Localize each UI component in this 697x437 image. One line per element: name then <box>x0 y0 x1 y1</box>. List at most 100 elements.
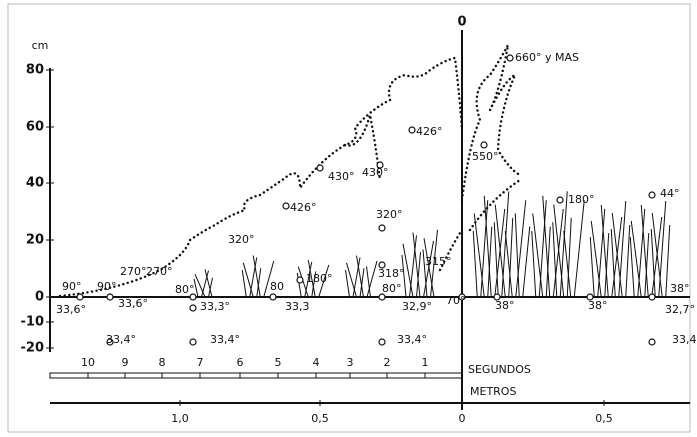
temperature-label: 90° <box>62 280 82 293</box>
time-tick-label: 2 <box>384 356 391 369</box>
temperature-label: 33,3 <box>285 300 310 313</box>
grass-blade <box>502 191 509 297</box>
temperature-label: 32,7° <box>665 303 695 316</box>
page: {"y_axis":{"unit":"cm","ticks":["80","60… <box>0 0 697 437</box>
y-tick-label: -20 <box>21 341 45 356</box>
grass-blade <box>659 201 666 297</box>
y-tick-label: -10 <box>21 315 45 330</box>
grass-blade <box>410 235 417 297</box>
temperature-label: 80 <box>270 280 284 293</box>
temperature-label: 33,4° <box>397 333 427 346</box>
time-label: SEGUNDOS <box>468 363 531 376</box>
flame-front <box>60 58 462 296</box>
temperature-label: 80° <box>175 283 195 296</box>
grass-blade <box>590 237 594 297</box>
measure-point <box>507 55 513 61</box>
y-tick-label: 0 <box>35 290 44 305</box>
measure-point <box>297 277 303 283</box>
temperature-label: 270° <box>146 265 173 278</box>
temperature-label: 38° <box>495 299 515 312</box>
grass-blade <box>243 263 253 297</box>
measure-point <box>557 197 563 203</box>
distance-tick-label: 0 <box>459 412 466 425</box>
measure-point <box>379 225 385 231</box>
distance-tick-label: 1,0 <box>171 412 189 425</box>
temperature-label: 426° <box>290 201 317 214</box>
time-tick-label: 5 <box>275 356 282 369</box>
grass-blade <box>630 237 634 297</box>
grass-blade <box>626 225 630 297</box>
origin-label: 0 <box>457 15 466 30</box>
annotations: 90°33,6°90°33,6°270°270°80°33,3°320°8033… <box>56 51 697 346</box>
y-tick-label: 80 <box>26 63 44 78</box>
measure-point <box>409 127 415 133</box>
grass-blade <box>598 209 605 297</box>
grass-blade <box>591 221 601 297</box>
temperature-label: 430° <box>362 166 389 179</box>
time-tick-label: 10 <box>81 356 95 369</box>
grass-blade <box>539 200 546 297</box>
temperature-label: 180° <box>568 193 595 206</box>
grass-blade <box>250 257 257 297</box>
y-tick-label: 60 <box>26 120 44 135</box>
temperature-label: 180° <box>306 272 333 285</box>
grass-blade <box>631 221 641 297</box>
measure-point <box>649 192 655 198</box>
time-tick-label: 1 <box>422 356 429 369</box>
time-tick-label: 6 <box>237 356 244 369</box>
temperature-label: 33,4° <box>672 333 697 346</box>
measure-point <box>190 339 196 345</box>
vegetation <box>194 191 670 297</box>
measure-point <box>379 339 385 345</box>
measure-point <box>283 203 289 209</box>
measure-point <box>481 142 487 148</box>
grass-blade <box>619 201 626 297</box>
distance-tick-label: 0,5 <box>595 412 613 425</box>
distance-label: METROS <box>470 385 516 398</box>
grass-blade <box>638 209 645 297</box>
y-unit: cm <box>32 39 49 52</box>
measure-point <box>649 294 655 300</box>
temperature-label: 44° <box>660 187 680 200</box>
temperature-label: 33,6° <box>56 303 86 316</box>
time-tick-label: 8 <box>159 356 166 369</box>
measure-point <box>270 294 276 300</box>
temperature-label: 32,9° <box>402 300 432 313</box>
grass-blade <box>353 257 360 297</box>
grass-blade <box>560 191 567 297</box>
temperature-label: 38° <box>588 299 608 312</box>
grass-blade <box>346 270 350 297</box>
temperature-label: 320° <box>376 208 403 221</box>
distance-tick-label: 0,5 <box>311 412 329 425</box>
temperature-label: 33,4° <box>210 333 240 346</box>
temperature-label: 550° <box>472 150 499 163</box>
temperature-label: 33,3° <box>200 300 230 313</box>
time-tick-label: 7 <box>197 356 204 369</box>
measure-point <box>317 165 323 171</box>
y-tick-label: 40 <box>26 176 44 191</box>
grass-blade <box>523 227 530 297</box>
temperature-label: 320° <box>228 233 255 246</box>
grass-blade <box>574 200 584 297</box>
grass-blade <box>532 231 536 297</box>
temperature-label: 38° <box>670 282 690 295</box>
temperature-label: 430° <box>328 170 355 183</box>
grass-blade <box>202 271 209 297</box>
diagram: 0 cm SEGUNDOS METROS 90°33,6°90°33,6°270… <box>0 0 697 437</box>
time-bar <box>50 373 462 378</box>
grass-blade <box>195 274 205 297</box>
measure-point <box>77 294 83 300</box>
temperature-label: 270° <box>120 265 147 278</box>
grass-blade <box>533 213 543 297</box>
temperature-label: 33,6° <box>118 297 148 310</box>
temperature-label: 660° y MAS <box>515 51 579 64</box>
flame-front <box>462 45 520 200</box>
y-tick-label: 20 <box>26 233 44 248</box>
grass-blade <box>347 263 357 297</box>
time-tick-label: 3 <box>347 356 354 369</box>
temperature-label: 33,4° <box>106 333 136 346</box>
measure-point <box>190 305 196 311</box>
temperature-label: 80° <box>382 282 402 295</box>
temperature-label: 90° <box>97 280 117 293</box>
grass-blade <box>474 213 484 297</box>
